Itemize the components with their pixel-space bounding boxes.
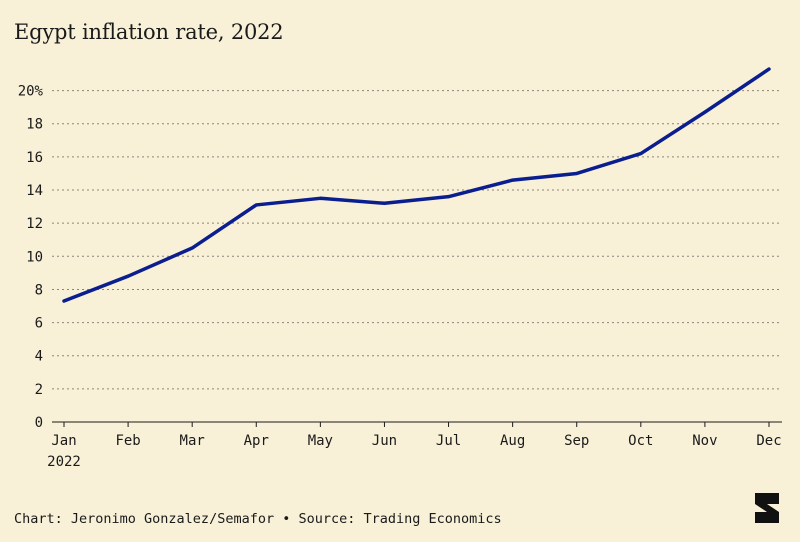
series-layer: [62, 67, 771, 303]
x-tick-label: Oct: [628, 433, 653, 449]
data-point: [511, 178, 515, 182]
x-axis-ticks: Jan Feb Mar Apr May Jun Jul Aug Sep Oct Nov Dec 2022: [47, 422, 782, 470]
x-tick-label: Feb: [115, 433, 140, 449]
x-tick-label: Dec: [756, 433, 781, 449]
x-tick-label: Aug: [500, 433, 525, 449]
data-point: [575, 171, 579, 175]
x-tick-label: Nov: [692, 433, 717, 449]
data-point: [254, 203, 258, 207]
y-tick-label: 10: [26, 249, 43, 265]
data-point: [318, 196, 322, 200]
y-tick-label: 6: [35, 316, 43, 332]
x-tick-label: Jun: [372, 433, 397, 449]
series-line-inflation: [62, 67, 771, 303]
data-point: [190, 246, 194, 250]
x-tick-label: Sep: [564, 433, 589, 449]
data-point: [639, 152, 643, 156]
x-tick-label: Mar: [180, 433, 205, 449]
chart-title: Egypt inflation rate, 2022: [14, 20, 284, 44]
gridlines: [52, 90, 782, 423]
x-tick-label: May: [308, 433, 333, 449]
data-point: [62, 299, 66, 303]
x-tick-sublabel-year: 2022: [47, 454, 81, 470]
x-tick-label: Jan: [51, 433, 76, 449]
chart-source-credit: Chart: Jeronimo Gonzalez/Semafor • Sourc…: [14, 511, 502, 527]
semafor-logo-icon: [755, 493, 779, 523]
y-tick-label: 2: [35, 382, 43, 398]
y-tick-label: 20%: [18, 84, 44, 100]
y-tick-label: 14: [26, 183, 43, 199]
data-point: [382, 201, 386, 205]
data-point: [447, 195, 451, 199]
y-tick-label: 4: [35, 349, 43, 365]
data-point: [767, 67, 771, 71]
y-tick-label: 18: [26, 117, 43, 133]
y-tick-label: 16: [26, 150, 43, 166]
y-axis-ticks: 0 2 4 6 8 10 12 14 16 18 20%: [18, 84, 44, 431]
y-tick-label: 12: [26, 216, 43, 232]
data-point: [703, 110, 707, 114]
data-point: [126, 274, 130, 278]
y-tick-label: 8: [35, 282, 43, 298]
y-tick-label: 0: [35, 415, 43, 431]
x-tick-label: Jul: [436, 433, 461, 449]
x-tick-label: Apr: [244, 433, 269, 449]
